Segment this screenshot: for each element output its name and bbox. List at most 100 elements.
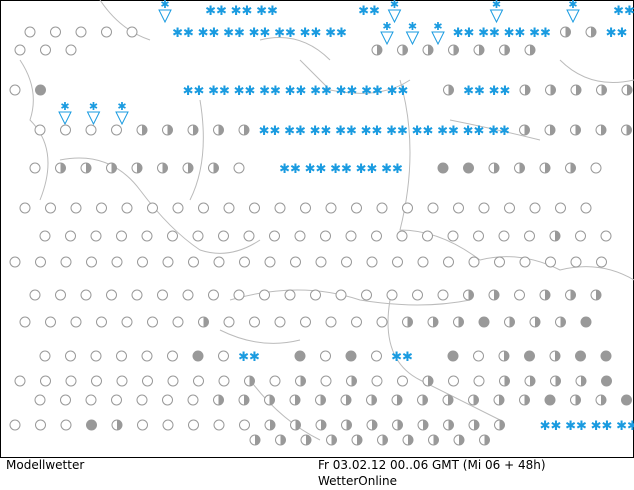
shower-symbol: [489, 9, 504, 24]
clear-symbol: [116, 375, 128, 387]
clear-symbol: [19, 202, 31, 214]
cloudy-fill: [473, 395, 479, 405]
clear-symbol: [315, 256, 327, 268]
cloudy-fill: [545, 163, 550, 173]
clear-symbol: [514, 289, 525, 301]
cloudy-fill: [479, 45, 484, 55]
cloudy-fill: [407, 317, 413, 327]
footer-brand: WetterOnline: [318, 474, 397, 488]
clear-symbol: [90, 350, 102, 362]
snow-symbol: ✱✱: [330, 162, 352, 177]
cloudy-fill: [433, 317, 438, 327]
cloudy-fill: [295, 420, 301, 430]
clear-symbol: [310, 289, 321, 301]
cloudy-fill: [601, 395, 606, 405]
clear-symbol: [243, 230, 255, 242]
clear-symbol: [35, 256, 46, 268]
clear-symbol: [35, 419, 46, 431]
clear-symbol: [111, 256, 123, 268]
snow-symbol: ✱✱: [504, 26, 526, 41]
clear-symbol: [396, 230, 408, 242]
cloudy-fill: [137, 163, 142, 173]
snow-symbol: ✱✱: [335, 124, 357, 139]
cloudy-fill: [596, 290, 601, 300]
cloudy-fill: [560, 317, 566, 327]
shower-symbol: [58, 111, 72, 126]
cloudy-fill: [504, 351, 509, 361]
clear-symbol: [111, 124, 122, 136]
clear-symbol: [106, 289, 117, 301]
cloudy-fill: [269, 395, 275, 405]
clear-symbol: [555, 202, 566, 214]
cloudy-fill: [402, 45, 408, 55]
snow-symbol: ✱✱: [463, 124, 485, 139]
clear-symbol: [580, 202, 592, 214]
clear-symbol: [91, 375, 102, 387]
cloudy-fill: [255, 435, 260, 445]
clear-symbol: [60, 419, 72, 431]
shower-snow: ✱: [433, 20, 442, 33]
clear-symbol: [504, 202, 515, 214]
clear-symbol: [371, 375, 383, 387]
clear-symbol: [427, 202, 439, 214]
snow-symbol: ✱✱: [529, 26, 551, 41]
clear-symbol: [29, 289, 41, 301]
clear-symbol: [60, 394, 71, 406]
overcast-symbol: [600, 350, 612, 362]
shower-symbol: [86, 111, 101, 126]
clear-symbol: [412, 289, 423, 301]
cloudy-fill: [357, 435, 362, 445]
clear-symbol: [162, 419, 174, 431]
clear-symbol: [14, 375, 26, 387]
clear-symbol: [137, 419, 148, 431]
clear-symbol: [65, 230, 76, 242]
overcast-symbol: [544, 394, 556, 406]
clear-symbol: [75, 26, 87, 38]
shower-snow: ✱: [60, 100, 69, 113]
clear-symbol: [233, 162, 245, 174]
clear-symbol: [397, 375, 408, 387]
clear-symbol: [294, 230, 306, 242]
cloudy-fill: [484, 435, 490, 445]
cloudy-fill: [423, 420, 428, 430]
snow-symbol: ✱✱: [310, 124, 332, 139]
snow-symbol: ✱✱: [613, 4, 634, 19]
cloudy-fill: [509, 317, 515, 327]
clear-symbol: [345, 230, 357, 242]
cloudy-fill: [601, 85, 607, 95]
clear-symbol: [325, 316, 337, 328]
shower-snow: ✱: [160, 0, 169, 11]
clear-symbol: [325, 202, 337, 214]
clear-symbol: [274, 202, 286, 214]
clear-symbol: [96, 202, 107, 214]
clear-symbol: [596, 256, 607, 268]
overcast-symbol: [86, 419, 97, 431]
shower-symbol: [566, 9, 580, 24]
clear-symbol: [223, 202, 235, 214]
clear-symbol: [269, 230, 280, 242]
clear-symbol: [193, 375, 204, 387]
cloudy-fill: [306, 435, 311, 445]
cloudy-fill: [581, 376, 586, 386]
clear-symbol: [417, 256, 429, 268]
snow-symbol: ✱✱: [540, 419, 562, 434]
overcast-symbol: [437, 162, 449, 174]
overcast-symbol: [580, 316, 592, 328]
clear-symbol: [498, 230, 510, 242]
cloudy-fill: [535, 317, 540, 327]
clear-symbol: [50, 26, 61, 38]
snow-symbol: ✱✱: [325, 26, 347, 41]
overcast-symbol: [447, 350, 459, 362]
cloudy-fill: [627, 85, 632, 95]
snow-symbol: ✱✱: [205, 4, 227, 19]
clear-symbol: [90, 230, 102, 242]
snow-symbol: ✱✱: [279, 162, 301, 177]
cloudy-fill: [555, 231, 560, 241]
cloudy-fill: [377, 45, 382, 55]
clear-symbol: [422, 230, 433, 242]
cloudy-fill: [525, 85, 530, 95]
cloudy-fill: [555, 376, 561, 386]
cloudy-fill: [499, 395, 504, 405]
snow-symbol: ✱✱: [463, 84, 485, 99]
snow-symbol: ✱✱: [284, 124, 306, 139]
